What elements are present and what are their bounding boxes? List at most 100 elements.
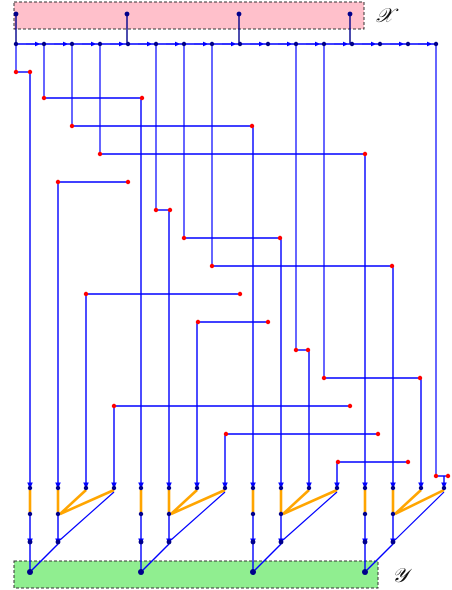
top-node — [405, 41, 411, 47]
top-node — [97, 41, 103, 47]
top-node — [125, 41, 131, 47]
aggregate-input-node — [390, 485, 396, 491]
relay-dot — [27, 69, 33, 75]
aggregate-input-node — [362, 485, 368, 491]
aggregate-input-node — [441, 485, 447, 491]
relay-dot — [389, 263, 395, 269]
top-node — [265, 41, 271, 47]
output-node — [250, 569, 256, 575]
aggregate-input-node — [111, 485, 117, 491]
aggregate-input-node — [250, 485, 256, 491]
aggregate-input-node — [83, 485, 89, 491]
aggregate-input-node — [27, 485, 33, 491]
relay-dot — [139, 95, 145, 101]
top-node — [69, 41, 75, 47]
merge-edge — [59, 491, 115, 541]
aggregate-edge — [394, 489, 422, 515]
merge-node — [390, 511, 396, 517]
merge-node — [390, 539, 396, 545]
nodes-layer — [13, 11, 451, 575]
aggregate-input-node — [55, 485, 61, 491]
aggregate-input-node — [166, 485, 172, 491]
aggregate-edge — [170, 488, 226, 516]
merge-node — [250, 511, 256, 517]
merge-node — [166, 539, 172, 545]
aggregate-edge — [170, 489, 198, 515]
output-label: 𝒴 — [392, 563, 413, 587]
relay-dot — [249, 123, 255, 129]
aggregate-input-node — [194, 485, 200, 491]
top-node — [209, 41, 215, 47]
top-node — [41, 41, 47, 47]
input-node — [347, 11, 353, 17]
relay-dot — [167, 207, 173, 213]
top-node — [237, 41, 243, 47]
relay-dot — [97, 151, 103, 157]
relay-dot — [405, 459, 411, 465]
input-node — [13, 11, 19, 17]
merge-node — [138, 539, 144, 545]
merge-node — [166, 511, 172, 517]
relay-dot — [293, 347, 299, 353]
aggregate-layer — [28, 488, 445, 516]
relay-dot — [305, 347, 311, 353]
merge-edge — [394, 491, 445, 541]
relay-dot — [445, 473, 451, 479]
relay-dot — [83, 291, 89, 297]
aggregate-input-node — [138, 485, 144, 491]
relay-dot — [209, 263, 215, 269]
relay-dot — [417, 375, 423, 381]
merge-node — [362, 511, 368, 517]
merge-edge — [142, 543, 170, 571]
merge-edge — [366, 543, 394, 571]
merge-node — [278, 511, 284, 517]
top-node — [13, 41, 19, 47]
aggregate-edge — [282, 488, 338, 516]
top-node — [321, 41, 327, 47]
top-node — [293, 41, 299, 47]
output-node — [27, 569, 33, 575]
merge-edge — [31, 543, 59, 571]
merge-node — [27, 511, 33, 517]
relay-dot — [13, 69, 19, 75]
relay-dot — [153, 207, 159, 213]
aggregate-input-node — [278, 485, 284, 491]
aggregate-input-node — [334, 485, 340, 491]
input-label: 𝒳 — [376, 3, 399, 27]
top-node — [349, 41, 355, 47]
merge-node — [55, 511, 61, 517]
relay-dot — [111, 403, 117, 409]
top-node — [181, 41, 187, 47]
relay-dot — [321, 375, 327, 381]
relay-dot — [433, 473, 439, 479]
relay-dot — [265, 319, 271, 325]
output-node — [138, 569, 144, 575]
relay-dot — [375, 431, 381, 437]
merge-edge — [170, 491, 226, 541]
merge-node — [138, 511, 144, 517]
top-node — [377, 41, 383, 47]
merge-edge — [254, 543, 282, 571]
output-box — [13, 560, 379, 589]
relay-dot — [347, 403, 353, 409]
relay-dot — [125, 179, 131, 185]
top-node — [433, 41, 439, 47]
relay-dot — [195, 319, 201, 325]
relay-dot — [69, 123, 75, 129]
relay-dot — [362, 151, 368, 157]
input-box — [13, 1, 365, 30]
aggregate-edge — [59, 488, 115, 516]
merge-node — [278, 539, 284, 545]
aggregate-input-node — [418, 485, 424, 491]
merge-edge — [282, 491, 338, 541]
merge-node — [250, 539, 256, 545]
relay-dot — [335, 459, 341, 465]
top-node — [153, 41, 159, 47]
aggregate-edge — [59, 489, 87, 515]
aggregate-input-node — [306, 485, 312, 491]
merge-node — [27, 539, 33, 545]
aggregate-input-node — [222, 485, 228, 491]
merge-node — [55, 539, 61, 545]
relay-dot — [223, 431, 229, 437]
